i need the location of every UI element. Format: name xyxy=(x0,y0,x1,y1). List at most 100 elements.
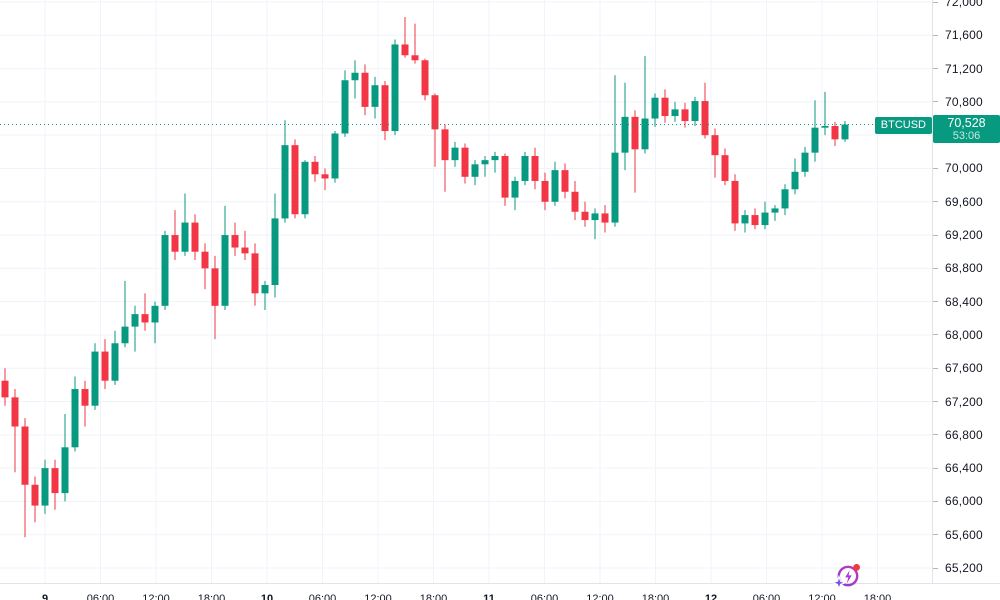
time-axis-label: 18:00 xyxy=(863,593,892,600)
candle-body xyxy=(131,314,139,327)
candle-body xyxy=(611,152,619,223)
candle-body xyxy=(241,247,249,254)
price-tick xyxy=(933,334,938,336)
candle-body xyxy=(51,468,59,494)
candle-body xyxy=(361,72,369,107)
price-tick xyxy=(933,567,938,569)
candle-body xyxy=(551,170,559,202)
price-tick xyxy=(933,1,938,3)
price-axis[interactable]: 72,00071,60071,20070,80070,40070,00069,6… xyxy=(932,0,1000,583)
price-axis-label: 69,200 xyxy=(945,228,983,243)
candle-body xyxy=(691,101,699,122)
candle-body xyxy=(631,116,639,150)
price-axis-label: 71,200 xyxy=(945,61,983,76)
candle-body xyxy=(701,101,709,136)
candle-body xyxy=(231,235,239,248)
last-price-badge[interactable]: 70,528 53:06 xyxy=(933,115,1000,144)
candle-body xyxy=(91,351,99,406)
price-axis-label: 72,000 xyxy=(945,0,983,9)
candle-body xyxy=(101,351,109,381)
price-tick xyxy=(933,434,938,436)
price-axis-label: 65,600 xyxy=(945,527,983,542)
price-tick xyxy=(933,500,938,502)
sparkle-icon xyxy=(830,574,848,591)
price-axis-label: 66,800 xyxy=(945,427,983,442)
candle-body xyxy=(721,155,729,181)
candle-body xyxy=(671,109,679,117)
price-tick xyxy=(933,534,938,536)
price-tick xyxy=(933,234,938,236)
time-axis-label: 18:00 xyxy=(641,593,670,600)
candle-body xyxy=(391,44,399,132)
candle-body xyxy=(411,55,419,61)
time-axis-label: 18:00 xyxy=(419,593,448,600)
candle-body xyxy=(31,484,39,506)
price-tick xyxy=(933,301,938,303)
candle-body xyxy=(491,155,499,161)
price-axis-label: 70,800 xyxy=(945,94,983,109)
spark-assistant-icon[interactable] xyxy=(830,558,865,592)
candle-body xyxy=(281,145,289,219)
candle-body xyxy=(11,397,19,427)
notification-dot xyxy=(853,564,860,571)
time-axis[interactable]: 9 06:00 12:00 18:00 10 06:00 12:00 18:00 11 06:00… xyxy=(0,583,1000,600)
time-axis-label: 06:00 xyxy=(308,593,337,600)
candle-body xyxy=(271,218,279,285)
price-axis-label: 66,400 xyxy=(945,461,983,476)
price-axis-label: 71,600 xyxy=(945,28,983,43)
candle-body xyxy=(581,211,589,221)
candle-body xyxy=(531,155,539,181)
candle-body xyxy=(501,155,509,198)
time-axis-label: 12:00 xyxy=(364,593,392,600)
candle-body xyxy=(81,389,89,406)
price-axis-label: 66,000 xyxy=(945,494,983,509)
candle-body xyxy=(811,127,819,153)
candle-body xyxy=(711,135,719,156)
price-axis-label: 68,000 xyxy=(945,327,983,342)
symbol-label-text: BTCUSD xyxy=(880,118,926,131)
time-axis-label: 12 xyxy=(704,593,718,600)
candle-body xyxy=(301,161,309,215)
candle-body xyxy=(431,95,439,130)
price-axis-label: 69,600 xyxy=(945,194,983,209)
time-axis-label: 06:00 xyxy=(752,593,781,600)
candle-body xyxy=(801,152,809,172)
candle-body xyxy=(331,133,339,179)
price-axis-label: 67,600 xyxy=(945,361,983,376)
price-tick xyxy=(933,68,938,70)
chart-canvas[interactable] xyxy=(0,0,932,583)
candle-body xyxy=(21,426,29,485)
candle-body xyxy=(661,97,669,117)
candle-body xyxy=(461,147,469,177)
candle-body xyxy=(831,126,839,140)
candle-body xyxy=(151,305,159,323)
candle-body xyxy=(401,44,409,56)
candle-body xyxy=(621,116,629,153)
price-tick xyxy=(933,34,938,36)
time-axis-label: 10 xyxy=(260,593,274,600)
candle-body xyxy=(221,235,229,306)
candle-body xyxy=(1,380,9,398)
candle-body xyxy=(451,147,459,161)
candle-body xyxy=(521,155,529,181)
price-axis-label: 67,200 xyxy=(945,394,983,409)
time-axis-label: 12:00 xyxy=(142,593,170,600)
candle-body xyxy=(681,109,689,122)
candle-body xyxy=(351,72,359,81)
candle-body xyxy=(571,191,579,212)
candle-body xyxy=(161,235,169,306)
price-axis-label: 68,400 xyxy=(945,294,983,309)
candle-body xyxy=(71,389,79,448)
price-tick xyxy=(933,201,938,203)
time-axis-label: 9 xyxy=(41,593,49,600)
candle-body xyxy=(601,213,609,223)
price-tick xyxy=(933,101,938,103)
time-axis-label: 18:00 xyxy=(197,593,226,600)
candle-body xyxy=(591,213,599,221)
price-tick xyxy=(933,367,938,369)
price-tick xyxy=(933,167,938,169)
candle-body xyxy=(641,118,649,150)
symbol-label-chip[interactable]: BTCUSD xyxy=(874,116,932,134)
candle-body xyxy=(341,80,349,134)
